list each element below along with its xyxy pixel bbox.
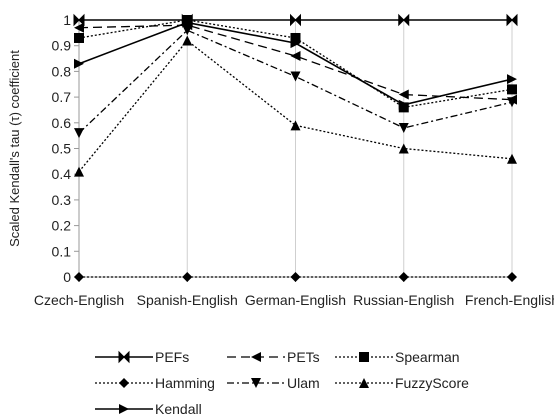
- data-point: [359, 378, 369, 388]
- data-point: [506, 13, 518, 27]
- y-tick-label: 0: [63, 269, 71, 285]
- data-point: [290, 71, 301, 82]
- legend-item: Ulam: [227, 375, 320, 391]
- data-point: [251, 378, 261, 388]
- data-point: [290, 32, 301, 43]
- data-point: [398, 89, 409, 100]
- data-point: [507, 74, 517, 85]
- legend-item: PEFs: [95, 349, 189, 365]
- series-fuzzyscore: [74, 35, 517, 177]
- data-point: [73, 13, 85, 27]
- legend: PEFs PETs Spearman Hamming Ulam FuzzyScore Ken…: [95, 349, 469, 417]
- data-point: [507, 272, 517, 282]
- data-point: [74, 128, 84, 139]
- data-point: [119, 378, 129, 388]
- data-point: [290, 38, 301, 49]
- y-tick-label: 0.2: [52, 218, 72, 234]
- data-point: [182, 25, 193, 36]
- data-point: [290, 13, 301, 27]
- y-tick-label: 0.8: [52, 63, 72, 79]
- data-point: [182, 15, 193, 25]
- data-point: [118, 350, 130, 364]
- y-tick-label: 0.5: [52, 141, 72, 157]
- data-point: [74, 58, 84, 69]
- x-tick-label: French-English: [465, 292, 554, 308]
- data-point: [290, 120, 301, 131]
- series-line: [78, 39, 513, 173]
- data-point: [398, 272, 409, 282]
- data-point: [251, 352, 261, 362]
- legend-label: Ulam: [287, 375, 320, 391]
- legend-label: FuzzyScore: [395, 375, 469, 391]
- data-point: [398, 143, 409, 154]
- y-axis-title: Scaled Kendall's tau (τ) coefficient: [7, 50, 22, 247]
- data-point: [182, 272, 193, 282]
- gridlines: [78, 20, 513, 277]
- legend-label: PEFs: [155, 349, 189, 365]
- data-point: [398, 99, 409, 110]
- legend-item: FuzzyScore: [335, 375, 469, 391]
- y-tick-label: 0.6: [52, 115, 72, 131]
- legend-label: Spearman: [395, 349, 460, 365]
- series: [73, 13, 518, 282]
- series-ulam: [74, 25, 517, 139]
- series-pefs: [73, 13, 518, 27]
- legend-label: PETs: [287, 349, 320, 365]
- data-point: [182, 17, 193, 28]
- series-line: [78, 19, 513, 109]
- series-hamming: [74, 272, 517, 282]
- legend-item: Spearman: [335, 349, 460, 365]
- x-tick-label: German-English: [245, 292, 346, 308]
- data-point: [398, 122, 409, 133]
- legend-item: PETs: [227, 349, 320, 365]
- data-point: [74, 22, 84, 33]
- y-tick-label: 0.9: [52, 38, 72, 54]
- data-point: [182, 35, 193, 46]
- data-point: [119, 404, 129, 414]
- y-tick-label: 0.3: [52, 192, 72, 208]
- series-spearman: [74, 15, 517, 113]
- series-line: [78, 29, 513, 134]
- x-tick-label: Russian-English: [353, 292, 454, 308]
- data-point: [74, 272, 84, 282]
- x-tick-label: Czech-English: [34, 292, 124, 308]
- data-point: [290, 272, 301, 282]
- data-point: [74, 32, 84, 43]
- data-point: [507, 153, 517, 164]
- series-kendall: [74, 17, 517, 110]
- data-point: [398, 102, 409, 113]
- y-tick-label: 0.7: [52, 89, 72, 105]
- data-point: [74, 166, 84, 177]
- y-tick-label: 0.4: [52, 166, 72, 182]
- y-tick-label: 1: [63, 12, 71, 28]
- legend-item: Kendall: [95, 401, 202, 417]
- y-tick-label: 0.1: [52, 243, 72, 259]
- data-point: [290, 50, 301, 61]
- data-point: [507, 97, 517, 108]
- x-tick-label: Spanish-English: [137, 292, 238, 308]
- data-point: [359, 352, 369, 362]
- legend-label: Hamming: [155, 375, 215, 391]
- legend-label: Kendall: [155, 401, 202, 417]
- legend-item: Hamming: [95, 375, 215, 391]
- data-point: [507, 84, 517, 95]
- data-point: [398, 13, 410, 27]
